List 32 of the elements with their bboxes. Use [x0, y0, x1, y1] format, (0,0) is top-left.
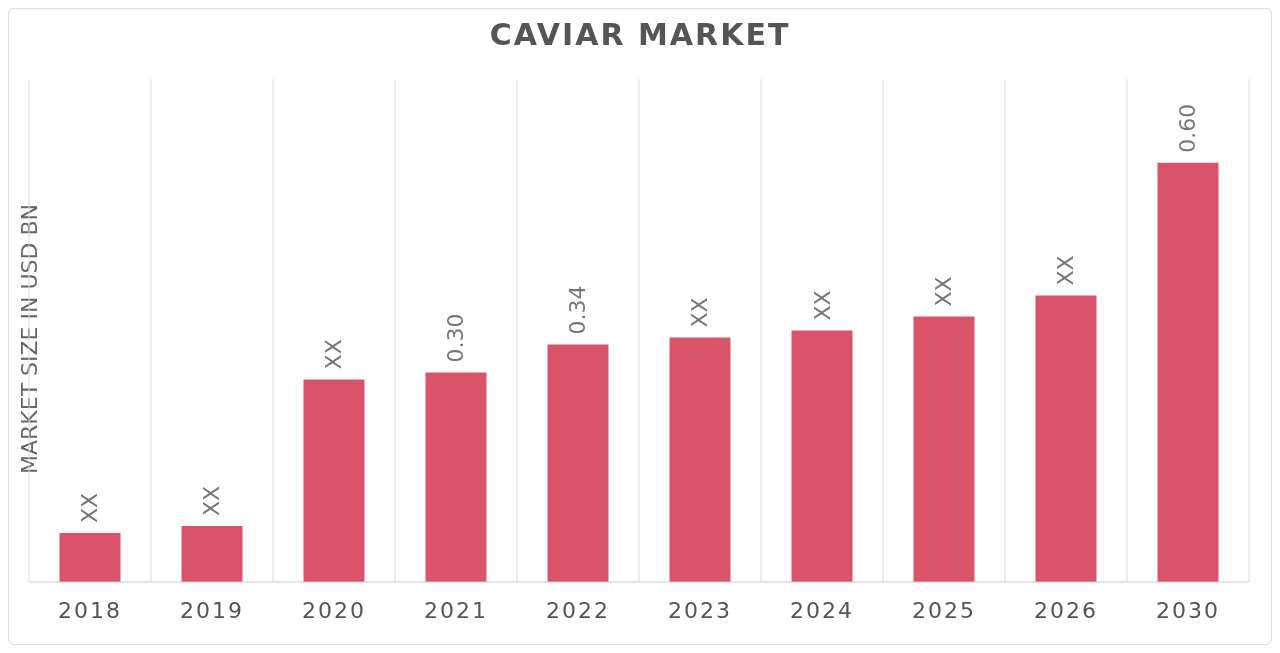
data-label: XX [1053, 255, 1079, 286]
data-label: 0.34 [565, 285, 591, 335]
bar [425, 372, 487, 582]
bar [791, 330, 853, 582]
bar [669, 337, 731, 582]
x-tick-label: 2026 [1034, 597, 1098, 623]
bar [59, 533, 121, 582]
chart-title: CAVIAR MARKET [488, 17, 792, 52]
bar [1157, 162, 1219, 582]
data-label: 0.30 [443, 313, 469, 363]
x-tick-label: 2020 [302, 597, 366, 623]
x-tick-label: 2019 [180, 597, 244, 623]
data-label: XX [687, 297, 713, 328]
x-tick-label: 2025 [912, 597, 976, 623]
x-tick-label: 2022 [546, 597, 610, 623]
x-tick-label: 2023 [668, 597, 732, 623]
data-label: XX [77, 492, 103, 524]
bar [547, 344, 609, 582]
data-label: XX [809, 290, 835, 321]
data-label: XX [321, 339, 347, 370]
x-tick-label: 2030 [1156, 597, 1220, 623]
y-axis-title: MARKET SIZE IN USD BN [16, 204, 42, 474]
bar [913, 316, 975, 582]
bar [303, 379, 365, 582]
data-label: XX [931, 276, 957, 307]
data-label: 0.60 [1175, 103, 1201, 153]
bar [1035, 295, 1097, 582]
data-label: XX [199, 485, 225, 517]
x-tick-label: 2018 [58, 597, 122, 623]
x-tick-label: 2021 [424, 597, 488, 623]
x-tick-label: 2024 [790, 597, 854, 623]
bar [181, 526, 243, 582]
